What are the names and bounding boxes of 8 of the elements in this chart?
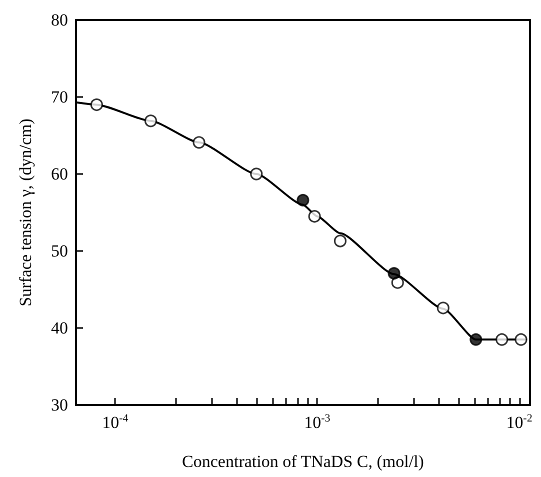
x-axis-title: Concentration of TNaDS C, (mol/l) bbox=[182, 452, 424, 471]
y-tick-label: 40 bbox=[51, 318, 68, 338]
y-axis-title: Surface tension γ, (dyn/cm) bbox=[16, 118, 35, 306]
y-tick-label: 80 bbox=[51, 10, 68, 30]
y-tick-label: 30 bbox=[51, 396, 68, 414]
y-tick-label: 60 bbox=[51, 164, 68, 184]
y-tick-label: 70 bbox=[51, 88, 68, 106]
y-tick-label: 50 bbox=[51, 242, 68, 260]
